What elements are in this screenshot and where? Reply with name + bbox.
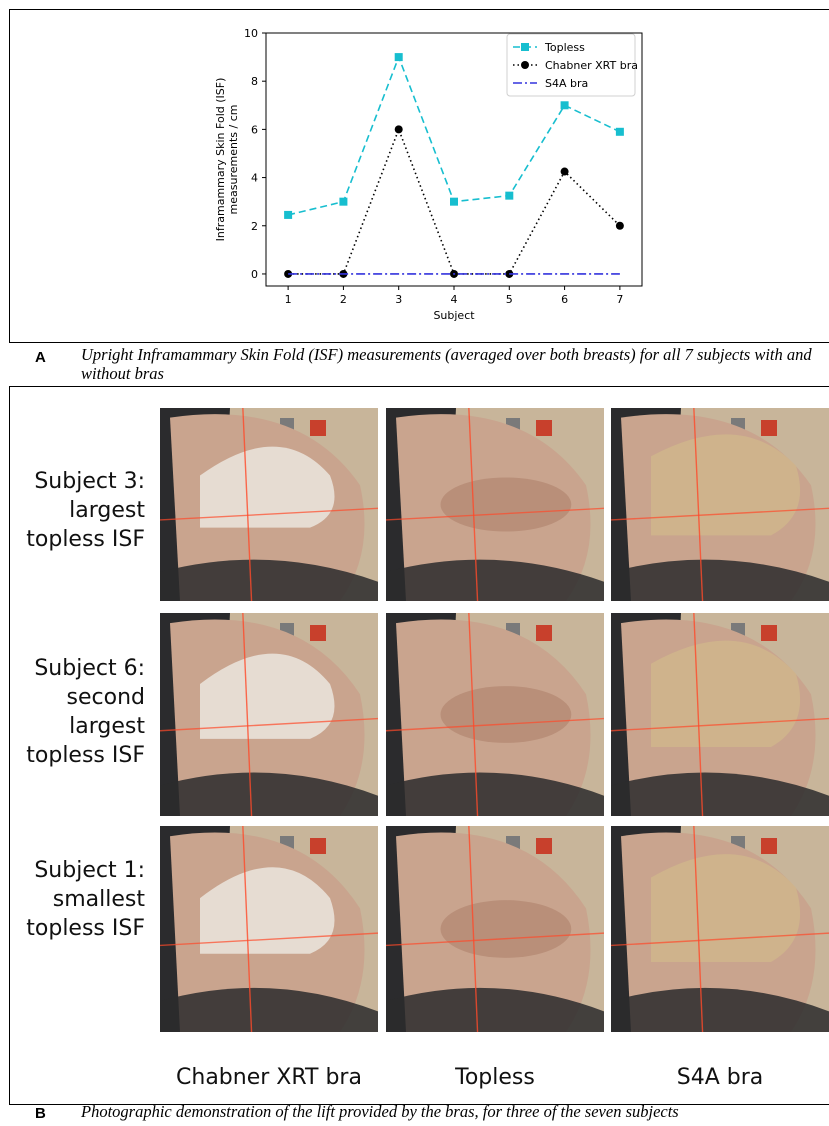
- y-tick-label: 2: [251, 220, 258, 233]
- y-tick-label: 8: [251, 75, 258, 88]
- column-label-s4a: S4A bra: [676, 1065, 764, 1090]
- row-label-line: largest: [69, 714, 145, 739]
- x-tick-label: 2: [340, 293, 347, 306]
- photo-illustration: [386, 613, 604, 816]
- y-tick-label: 6: [251, 123, 258, 136]
- caption-a-letter: A: [35, 349, 46, 366]
- photo-illustration: [386, 408, 604, 601]
- photo-illustration: [386, 826, 604, 1032]
- photo-topless: [386, 613, 604, 816]
- photo-illustration: [160, 408, 378, 601]
- legend-label: Topless: [544, 41, 585, 54]
- y-tick-label: 10: [244, 27, 258, 40]
- legend-marker: [521, 43, 529, 51]
- photo-chabner: [160, 826, 378, 1032]
- row-label-line: Subject 1:: [34, 858, 145, 883]
- x-tick-label: 3: [395, 293, 402, 306]
- x-tick-label: 1: [285, 293, 292, 306]
- data-point-circle: [394, 125, 403, 134]
- y-axis-label: Inframammary Skin Fold (ISF): [214, 78, 227, 242]
- y-axis-label: measurements / cm: [227, 105, 240, 215]
- photo-s4a: [611, 826, 829, 1032]
- x-tick-label: 6: [561, 293, 568, 306]
- data-point-square: [505, 191, 514, 200]
- photo-illustration: [160, 826, 378, 1032]
- caption-a-text: Upright Inframammary Skin Fold (ISF) mea…: [81, 345, 812, 383]
- y-tick-label: 4: [251, 172, 258, 185]
- isf-line-chart: 1 2 3 4 5 6 7 0 2 4 6 8 10 Subject Inframammary Skin F…: [214, 27, 643, 322]
- data-point-square: [284, 210, 293, 219]
- caption-b-text: Photographic demonstration of the lift p…: [81, 1102, 679, 1121]
- column-label-topless: Topless: [455, 1065, 535, 1090]
- caption-a: A Upright Inframammary Skin Fold (ISF) m…: [9, 343, 829, 387]
- photo-illustration: [160, 613, 378, 816]
- row-label-line: topless ISF: [26, 527, 145, 552]
- photo-s4a: [611, 408, 829, 601]
- x-tick-label: 7: [616, 293, 623, 306]
- data-point-square: [394, 53, 403, 62]
- column-label-chabner: Chabner XRT bra: [176, 1065, 362, 1090]
- photo-illustration: [611, 613, 829, 816]
- data-point-square: [615, 127, 624, 136]
- photo-illustration: [611, 826, 829, 1032]
- legend-box: [506, 33, 636, 97]
- row-label-line: largest: [69, 498, 145, 523]
- figure-panel-a: 1 2 3 4 5 6 7 0 2 4 6 8 10 Subject Inframammary Skin F…: [9, 9, 829, 343]
- data-point-circle: [560, 167, 569, 176]
- row-label-line: topless ISF: [26, 743, 145, 768]
- photo-topless: [386, 826, 604, 1032]
- y-tick-label: 0: [251, 268, 258, 281]
- row-label-subject-3: Subject 3: largest topless ISF: [26, 467, 145, 554]
- photo-chabner: [160, 408, 378, 601]
- figure-panel-b: [9, 387, 829, 1105]
- photo-topless: [386, 408, 604, 601]
- x-tick-label: 5: [506, 293, 513, 306]
- data-point-circle: [615, 221, 624, 230]
- row-label-line: topless ISF: [26, 916, 145, 941]
- row-label-subject-1: Subject 1: smallest topless ISF: [26, 856, 145, 943]
- row-label-line: smallest: [52, 887, 145, 912]
- data-point-square: [339, 197, 348, 206]
- legend-marker: [521, 61, 529, 69]
- row-label-line: Subject 3:: [34, 469, 145, 494]
- photo-s4a: [611, 613, 829, 816]
- photo-illustration: [611, 408, 829, 601]
- legend-label: S4A bra: [545, 77, 588, 90]
- x-axis-label: Subject: [433, 309, 475, 322]
- row-label-line: Subject 6:: [34, 656, 145, 681]
- caption-b-letter: B: [35, 1105, 46, 1122]
- row-label-line: second: [66, 685, 145, 710]
- photo-chabner: [160, 613, 378, 816]
- caption-b: B Photographic demonstration of the lift…: [9, 1102, 829, 1126]
- data-point-square: [450, 197, 458, 206]
- x-tick-label: 4: [451, 293, 458, 306]
- legend-label: Chabner XRT bra: [545, 59, 638, 72]
- row-label-subject-6: Subject 6: second largest topless ISF: [26, 654, 145, 770]
- data-point-square: [560, 101, 569, 110]
